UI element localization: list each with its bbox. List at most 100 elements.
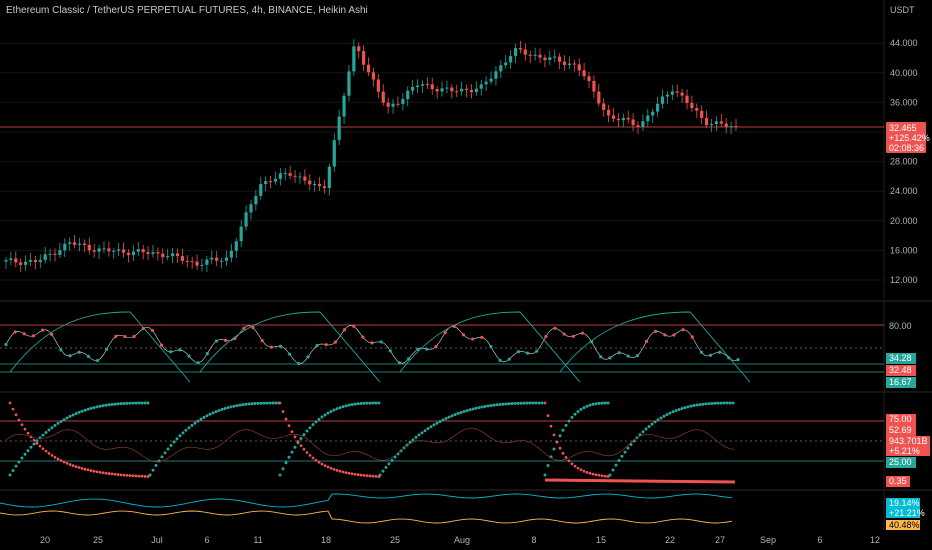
osc2-fall-dot (101, 471, 105, 475)
osc2-rise-dot (74, 412, 78, 416)
osc2-rise-dot (154, 463, 158, 467)
osc2-rise-dot (480, 405, 484, 409)
candle-body (562, 61, 567, 65)
osc2-rise-dot (450, 414, 454, 418)
osc2-rise-dot (513, 401, 517, 405)
osc2-rise-dot (356, 402, 360, 406)
candle-body (445, 87, 449, 89)
osc2-fall-dot (350, 472, 354, 476)
osc2-rise-dot (396, 452, 400, 456)
candle-body (646, 115, 650, 122)
osc2-rise-dot (253, 402, 257, 406)
oscillator-1-pane[interactable]: 80.00 34.28 32.48 16.67 (0, 311, 916, 388)
osc2-rise-dot (474, 406, 478, 410)
osc1-dot (77, 350, 81, 354)
osc2-rise-dot (262, 401, 266, 405)
osc2-rise-dot (677, 407, 681, 411)
osc2-fall-dot (552, 433, 556, 437)
candle-body (401, 99, 405, 104)
osc2-fall-dot (287, 424, 291, 428)
osc1-dot (553, 326, 557, 330)
candle-body (391, 103, 395, 107)
osc2-rise-dot (716, 401, 720, 405)
osc1-dot (708, 353, 713, 357)
osc3-tag-2: +21.21% (889, 508, 925, 518)
osc2-rise-dot (281, 467, 285, 471)
candle-body (131, 251, 135, 256)
osc2-tag-bg (886, 457, 916, 468)
osc1-dot (41, 328, 45, 332)
osc2-fall-dot (299, 444, 303, 448)
candle-body (215, 257, 219, 261)
osc1-dot (68, 354, 72, 358)
osc2-fall-dot (302, 447, 306, 451)
osc1-dot (22, 332, 26, 336)
osc2-rise-dot (299, 436, 303, 440)
candle-body (636, 125, 640, 127)
oscillator-2-pane[interactable]: 75.00 52.69 943.701B +5.21% 25.00 0.35 (0, 401, 930, 487)
osc2-fall-dot (17, 418, 21, 422)
osc2-rise-dot (680, 406, 684, 410)
osc2-rise-dot (501, 402, 505, 406)
osc3-tag-bg (886, 498, 920, 518)
osc1-dot (278, 344, 283, 348)
candle-body (734, 126, 738, 128)
osc2-rise-dot (278, 473, 282, 477)
osc2-fall-dot (296, 440, 300, 443)
osc1-dot (150, 328, 154, 333)
candlestick-series[interactable] (4, 39, 738, 273)
osc1-dot (196, 361, 200, 365)
osc2-rise-dot (95, 405, 99, 409)
currency-label: USDT (890, 5, 915, 15)
candle-body (543, 57, 547, 61)
osc2-rise-dot (305, 429, 309, 433)
time-tick-label: Aug (454, 535, 470, 545)
osc1-dot (507, 357, 511, 361)
price-tick-label: 36.000 (890, 97, 918, 107)
osc2-rise-dot (35, 439, 39, 443)
candle-body (293, 175, 297, 177)
candle-body (513, 48, 518, 56)
osc2-rise-dot (223, 406, 227, 410)
osc1-dot (132, 334, 136, 339)
osc2-rise-dot (50, 426, 54, 430)
osc2-fall-dot (585, 470, 589, 474)
osc2-fall-dot (113, 472, 117, 476)
oscillator-3-pane[interactable]: 19.14% +21.21% 40.48% (0, 493, 925, 530)
osc2-rise-dot (287, 455, 291, 459)
time-tick-label: Sep (760, 535, 776, 545)
osc2-rise-dot (662, 414, 666, 418)
osc2-fall-dot (11, 407, 15, 411)
last-price-tag: 32.465 +125.42% 02:08:36 (886, 122, 930, 153)
candle-body (518, 48, 523, 50)
osc2-rise-dot (101, 404, 105, 408)
osc2-rise-dot (641, 430, 645, 434)
osc2-rise-dot (98, 404, 102, 408)
osc2-fall-dot (98, 470, 102, 474)
osc2-rise-dot (381, 469, 385, 473)
candle-body (136, 249, 140, 252)
osc2-rise-dot (190, 423, 194, 427)
time-axis[interactable]: 20 25 Jul 6 11 18 25 Aug 8 15 22 27 Sep 6 12 (40, 535, 880, 545)
osc2-rise-dot (59, 419, 63, 423)
osc2-rise-dot (668, 411, 672, 415)
osc1-dot (699, 350, 704, 354)
osc2-fall-dot (68, 463, 72, 466)
osc1-dot (105, 347, 109, 351)
osc2-fall-dot (284, 417, 288, 421)
osc2-rise-dot (492, 403, 496, 407)
price-axis[interactable]: 44.00040.00036.00032.00028.00024.00020.0… (0, 38, 918, 285)
candle-body (616, 118, 621, 121)
candle-body (504, 62, 508, 66)
osc2-tag-1: 75.00 (889, 414, 912, 424)
candle-body (362, 51, 366, 65)
osc2-fall-dot (308, 454, 312, 457)
candle-body (724, 123, 728, 127)
candle-body (690, 102, 694, 109)
osc2-rise-dot (423, 429, 427, 433)
osc2-fall-dot (8, 401, 12, 405)
osc2-rise-dot (160, 455, 164, 459)
osc2-fall-dot (344, 471, 348, 475)
candle-body (474, 88, 478, 93)
